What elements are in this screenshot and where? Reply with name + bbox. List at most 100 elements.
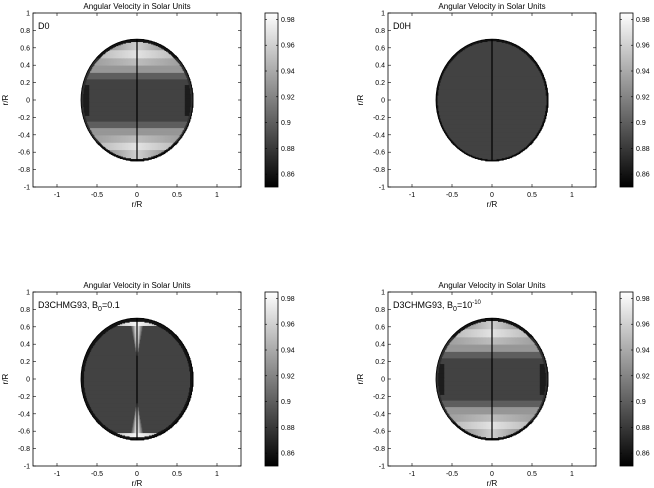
contour-cell — [143, 435, 145, 438]
contour-cell — [151, 145, 154, 147]
contour-cell — [104, 64, 107, 66]
contour-cell — [519, 150, 524, 152]
contour-cell — [83, 107, 90, 109]
contour-cell — [118, 57, 121, 60]
contour-cell — [154, 148, 156, 151]
contour-cell — [116, 138, 119, 140]
contour-cell — [107, 151, 113, 153]
contour-cell — [119, 50, 121, 52]
contour-cell — [90, 413, 95, 415]
contour-cell — [152, 48, 154, 50]
contour-cell — [139, 146, 142, 148]
contour-cell — [187, 120, 191, 122]
contour-cell — [122, 60, 125, 62]
contour-cell — [134, 424, 136, 426]
contour-cell — [130, 152, 132, 155]
contour-cell — [148, 45, 150, 47]
contour-cell — [190, 107, 193, 109]
contour-cell — [135, 434, 137, 436]
contour-cell — [116, 431, 132, 434]
contour-cell — [132, 52, 135, 54]
contour-cell — [148, 140, 151, 142]
contour-cell — [139, 430, 141, 433]
contour-cell — [116, 46, 119, 48]
contour-cell — [146, 152, 148, 155]
contour-cell — [113, 151, 115, 154]
contour-cell — [142, 146, 145, 148]
contour-cell — [174, 138, 177, 141]
contour-cell — [116, 147, 119, 149]
contour-cell — [120, 432, 122, 434]
contour-cell — [125, 49, 127, 51]
contour-cell — [158, 144, 161, 146]
contour-cell — [154, 59, 157, 61]
contour-cell — [163, 144, 165, 146]
contour-cell — [139, 415, 141, 417]
contour-cell — [152, 49, 155, 51]
contour-cell — [154, 136, 157, 138]
contour-cell — [152, 144, 155, 146]
contour-cell — [134, 42, 136, 44]
contour-cell — [544, 117, 547, 119]
contour-cell — [440, 122, 443, 125]
contour-cell — [134, 142, 137, 144]
contour-cell — [131, 51, 133, 53]
contour-cell — [163, 143, 166, 145]
contour-cell — [119, 147, 122, 149]
contour-cell — [119, 57, 122, 60]
contour-cell — [145, 45, 147, 47]
contour-cell — [521, 50, 526, 52]
contour-cell — [107, 54, 109, 56]
contour-cell — [131, 56, 134, 59]
contour-cell — [134, 155, 136, 157]
contour-cell — [128, 53, 131, 56]
contour-cell — [130, 43, 132, 46]
contour-cell — [142, 151, 145, 153]
contour-cell — [161, 60, 164, 62]
contour-cell — [134, 51, 136, 53]
contour-cell — [178, 413, 184, 416]
contour-cell — [158, 50, 161, 52]
contour-cell — [101, 57, 104, 60]
contour-cell — [145, 56, 147, 59]
contour-cell — [440, 75, 443, 77]
contour-cell — [131, 145, 133, 147]
contour-cell — [142, 143, 145, 145]
contour-cell — [436, 107, 439, 109]
contour-cell — [142, 140, 145, 142]
contour-cell — [132, 154, 134, 156]
contour-cell — [441, 74, 444, 76]
contour-cell — [83, 91, 90, 94]
contour-cell — [128, 142, 131, 144]
contour-cell — [139, 424, 141, 426]
contour-cell — [155, 61, 158, 64]
contour-cell — [122, 53, 125, 56]
contour-cell — [190, 102, 194, 104]
contour-cell — [184, 91, 191, 93]
contour-cell — [104, 55, 106, 57]
contour-cell — [166, 54, 168, 56]
contour-cell — [143, 43, 145, 45]
contour-cell — [157, 63, 160, 65]
contour-cell — [115, 61, 118, 64]
contour-cell — [119, 152, 121, 155]
contour-cell — [139, 54, 141, 56]
contour-cell — [152, 56, 155, 58]
contour-cell — [113, 55, 115, 57]
contour-cell — [147, 434, 149, 436]
contour-cell — [123, 48, 125, 50]
contour-cell — [184, 404, 189, 406]
contour-cell — [118, 147, 120, 150]
contour-cell — [148, 52, 151, 55]
contour-cell — [124, 56, 126, 59]
contour-cell — [146, 147, 149, 150]
contour-cell — [139, 432, 141, 434]
contour-cell — [102, 58, 105, 60]
contour-cell — [134, 143, 137, 146]
contour-cell — [154, 151, 156, 153]
contour-cell — [96, 142, 101, 144]
contour-cell — [110, 147, 113, 149]
contour-cell — [154, 51, 156, 53]
contour-cell — [128, 144, 130, 146]
contour-cell — [163, 150, 165, 152]
